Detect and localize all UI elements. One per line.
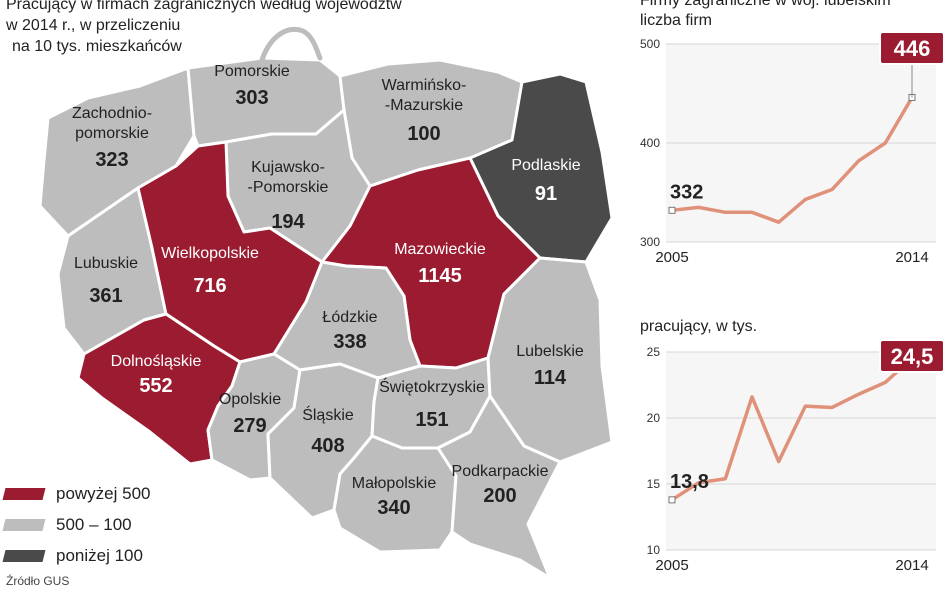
series-line [671, 357, 914, 502]
region-value-malopolskie: 340 [377, 497, 410, 519]
region-value-lubuskie: 361 [89, 285, 122, 307]
region-value-swietokrzyskie: 151 [415, 409, 448, 431]
region-value-lubelskie: 114 [534, 367, 567, 389]
region-name-dolnoslaskie: Dolnośląskie [111, 353, 202, 370]
poland-voivodeship-map: Zachodnio-pomorskie 323 Pomorskie 303 Warmiń… [38, 26, 614, 580]
map-legend: powyżej 500 500 – 100 poniżej 100 [2, 478, 151, 571]
headline-line-1: Pracujący w firmach zagranicznych według… [6, 0, 402, 13]
region-name-warminsko-mazurskie: -Mazurskie [385, 97, 463, 114]
end-value-label: 446 [894, 36, 931, 61]
y-tick-label: 20 [647, 411, 661, 425]
start-value-label: 13,8 [670, 471, 709, 493]
legend-label: powyżej 500 [56, 483, 151, 503]
region-name-lodzkie: Łódzkie [322, 309, 377, 326]
region-name-podkarpackie: Podkarpackie [452, 463, 549, 480]
headline-line-3: na 10 tys. mieszkańców [12, 38, 182, 55]
legend-swatch-dark [2, 549, 46, 562]
region-value-pomorskie: 303 [235, 87, 268, 109]
region-lubelskie [486, 256, 614, 464]
region-value-dolnoslaskie: 552 [139, 375, 172, 397]
region-value-kujawsko-pomorskie: 194 [271, 211, 305, 233]
region-name-zachodniopomorskie: pomorskie [75, 125, 149, 142]
y-tick-label: 300 [640, 235, 660, 249]
y-tick-label: 15 [647, 477, 661, 491]
end-value-badge [879, 31, 945, 65]
legend-item-above-500: powyżej 500 [2, 478, 151, 509]
y-tick-label: 10 [647, 543, 661, 557]
region-value-wielkopolskie: 716 [193, 275, 226, 297]
legend-swatch-grey [2, 518, 46, 531]
region-name-kujawsko-pomorskie: Kujawsko- [251, 159, 325, 176]
end-value-badge [879, 339, 945, 373]
top-chart-title: Firmy zagraniczne w woj. lubelskim [640, 0, 891, 9]
region-value-lodzkie: 338 [333, 331, 366, 353]
plot-area [666, 352, 936, 550]
region-value-zachodniopomorskie: 323 [95, 149, 128, 171]
start-value-label: 332 [670, 181, 703, 203]
series-line [671, 96, 914, 224]
legend-label: poniżej 100 [56, 545, 143, 565]
region-value-slaskie: 408 [311, 435, 344, 457]
bottom-chart-title: pracujący, w tys. [640, 318, 758, 335]
region-name-kujawsko-pomorskie: -Pomorskie [248, 179, 329, 196]
region-name-podlaskie: Podlaskie [511, 157, 580, 174]
region-name-malopolskie: Małopolskie [352, 475, 437, 492]
x-tick-label: 2014 [895, 557, 928, 574]
region-value-warminsko-mazurskie: 100 [407, 123, 440, 145]
x-tick-label: 2005 [655, 557, 688, 574]
region-name-mazowieckie: Mazowieckie [394, 241, 486, 258]
line-chart-firms: 300 400 500 2005 2014 332 446 [640, 31, 945, 266]
top-chart-ylabel: liczba firm [640, 12, 713, 29]
headline: Pracujący w firmach zagranicznych według… [6, 0, 446, 57]
line-chart-employees: 10 15 20 25 2005 2014 13,8 24,5 [647, 339, 945, 574]
region-name-lubuskie: Lubuskie [74, 255, 138, 272]
y-tick-label: 25 [647, 345, 661, 359]
region-value-mazowieckie: 1145 [418, 265, 461, 287]
region-podkarpackie [436, 394, 562, 580]
data-point-start [668, 496, 676, 504]
x-tick-label: 2014 [895, 249, 928, 266]
x-tick-label: 2005 [655, 249, 688, 266]
region-name-slaskie: Śląskie [302, 405, 354, 424]
region-value-podkarpackie: 200 [483, 485, 516, 507]
region-name-wielkopolskie: Wielkopolskie [161, 245, 259, 262]
region-name-zachodniopomorskie: Zachodnio- [72, 105, 152, 122]
legend-item-100-500: 500 – 100 [2, 509, 151, 540]
end-value-label: 24,5 [891, 344, 934, 369]
region-value-podlaskie: 91 [535, 183, 557, 205]
source-note: Źródło GUS [6, 574, 70, 588]
region-name-warminsko-mazurskie: Warmińsko- [382, 77, 467, 94]
region-name-swietokrzyskie: Świętokrzyskie [379, 377, 485, 396]
headline-line-2: w 2014 r., w przeliczeniu [6, 17, 181, 34]
legend-label: 500 – 100 [56, 514, 132, 534]
region-malopolskie [332, 434, 458, 554]
coast-hel-peninsula [259, 26, 323, 63]
region-opolskie [206, 352, 302, 482]
data-point-start [668, 206, 676, 214]
legend-item-below-100: poniżej 100 [2, 540, 151, 571]
y-tick-label: 400 [640, 136, 660, 150]
y-tick-label: 500 [640, 37, 660, 51]
region-name-opolskie: Opolskie [219, 391, 281, 408]
region-name-pomorskie: Pomorskie [214, 63, 290, 80]
legend-swatch-red [2, 487, 46, 500]
region-value-opolskie: 279 [233, 415, 266, 437]
region-name-lubelskie: Lubelskie [516, 343, 584, 360]
